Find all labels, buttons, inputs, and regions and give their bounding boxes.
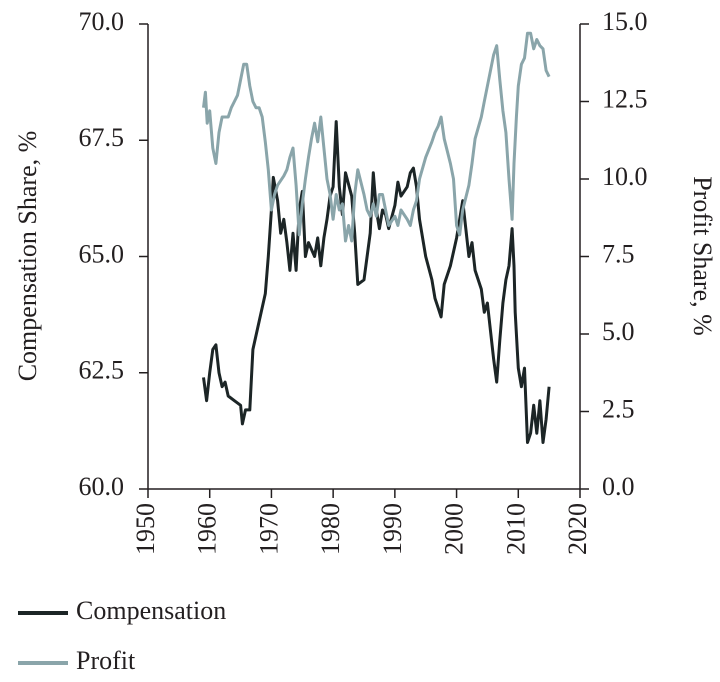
series-line [202, 31, 551, 243]
y-tick-label: 60.0 [79, 472, 125, 501]
y-tick-label: 70.0 [79, 7, 125, 36]
y2-tick-label: 12.5 [602, 84, 648, 113]
x-tick-label: 1970 [254, 503, 283, 555]
x-tick-label: 2010 [501, 503, 530, 555]
y-tick-label: 65.0 [79, 239, 125, 268]
y2-tick-label: 7.5 [602, 239, 635, 268]
legend-label: Profit [76, 646, 136, 675]
x-tick-label: 1980 [316, 503, 345, 555]
y2-axis-label: Profit Share, % [688, 176, 717, 336]
legend-label: Compensation [76, 596, 226, 625]
y2-tick-label: 2.5 [602, 394, 635, 423]
x-tick-label: 2000 [440, 503, 469, 555]
y2-tick-label: 5.0 [602, 317, 635, 346]
series-line [202, 120, 551, 444]
x-tick-label: 1990 [378, 503, 407, 555]
y-tick-label: 67.5 [79, 123, 125, 152]
y2-tick-label: 0.0 [602, 472, 635, 501]
x-tick-label: 1950 [131, 503, 160, 555]
y2-tick-label: 10.0 [602, 162, 648, 191]
y-axis-label: Compensation Share, % [13, 131, 42, 382]
y2-tick-label: 15.0 [602, 7, 648, 36]
y-tick-label: 62.5 [79, 356, 125, 385]
x-tick-label: 2020 [563, 503, 592, 555]
x-tick-label: 1960 [193, 503, 222, 555]
